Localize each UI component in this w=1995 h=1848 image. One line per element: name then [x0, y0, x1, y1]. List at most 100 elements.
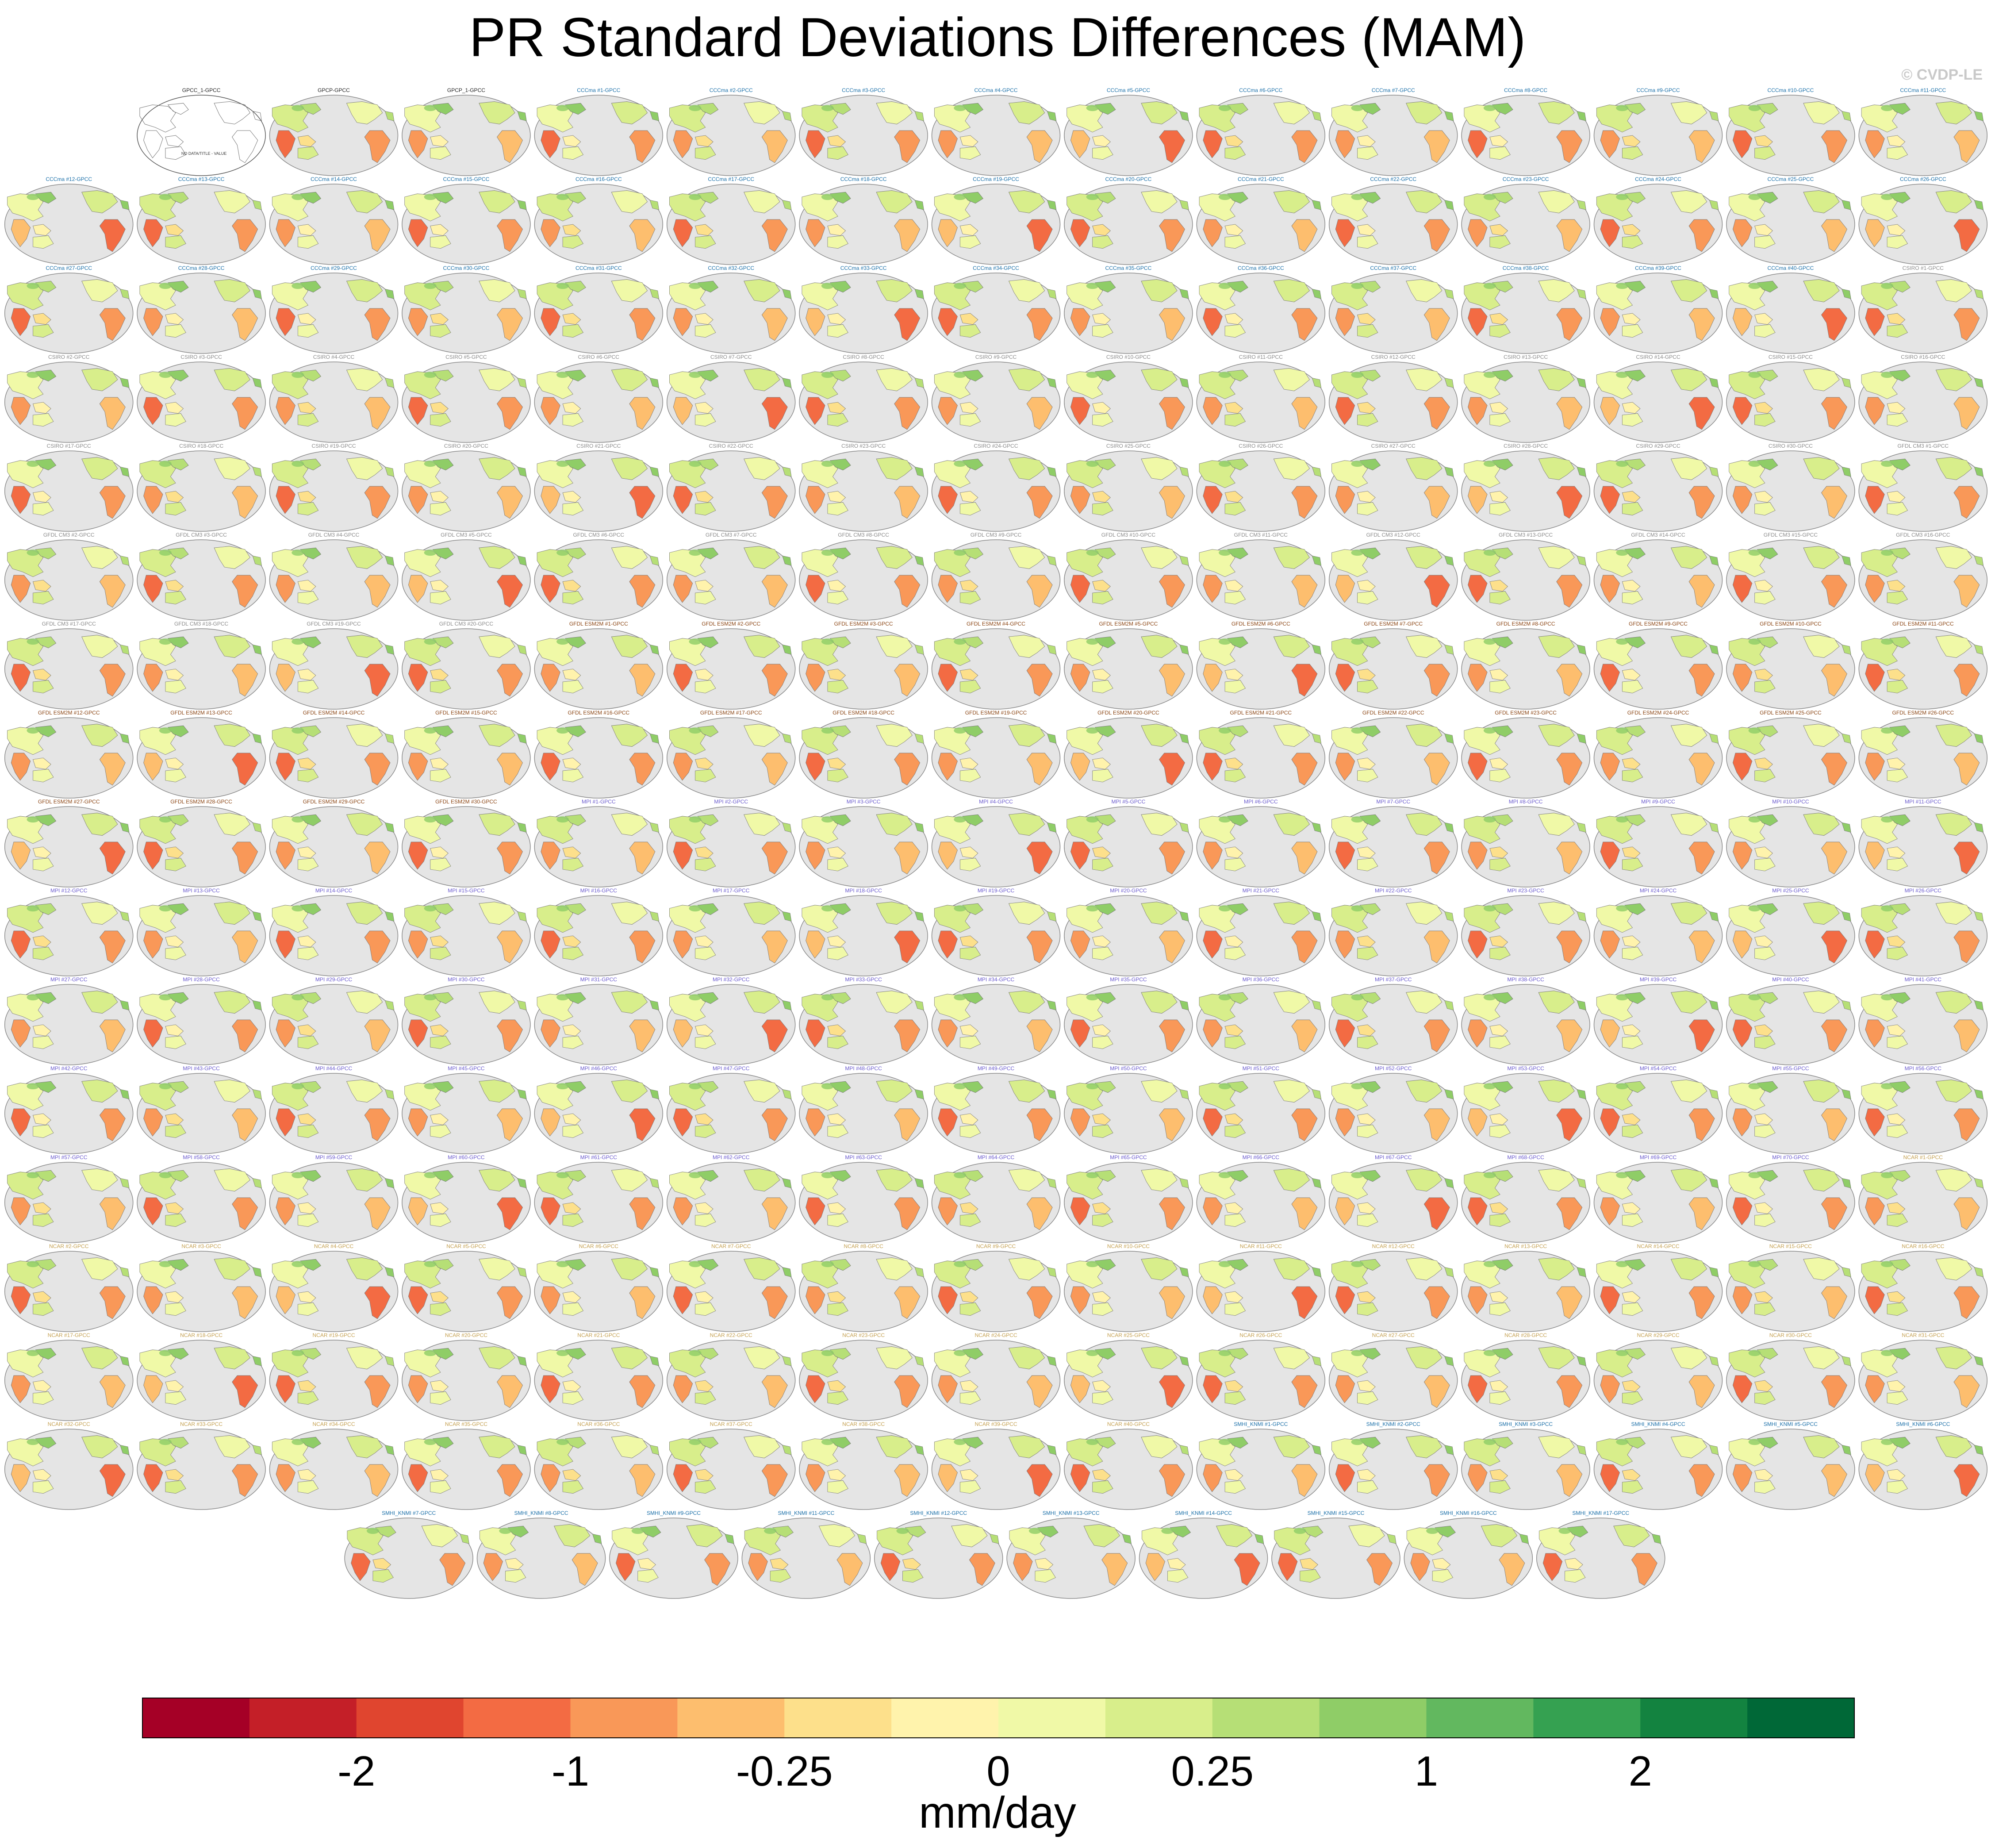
land-patch	[1881, 461, 1894, 467]
land-region	[1357, 580, 1376, 592]
land-region	[99, 1108, 126, 1141]
land-region	[1224, 1125, 1246, 1138]
map-panel: SMHI_KNMI #1-GPCC	[1196, 1421, 1326, 1510]
land-region	[649, 911, 660, 922]
land-region	[346, 724, 383, 747]
map-panel: NCAR #38-GPCC	[799, 1421, 928, 1510]
land-region	[143, 1375, 163, 1403]
land-region	[1444, 111, 1454, 121]
land-region	[1600, 1464, 1620, 1492]
panel-title: MPI #23-GPCC	[1507, 888, 1544, 894]
land-patch	[954, 372, 967, 378]
land-region	[1889, 369, 1911, 382]
land-region	[1953, 130, 1980, 163]
land-region	[1492, 369, 1513, 382]
land-region	[232, 1108, 258, 1141]
land-region	[439, 1553, 466, 1586]
land-region	[99, 1197, 126, 1230]
land-region	[761, 219, 788, 252]
land-patch	[1351, 549, 1364, 556]
land-patch	[292, 727, 304, 734]
map-panel: MPI #27-GPCC	[4, 976, 134, 1065]
land-region	[611, 902, 648, 925]
land-region	[1357, 1125, 1378, 1138]
land-region	[167, 814, 189, 826]
land-region	[562, 669, 581, 680]
land-region	[1754, 413, 1776, 427]
land-region	[1179, 1178, 1189, 1188]
land-region	[232, 1019, 258, 1053]
land-region	[430, 1480, 451, 1494]
land-region	[782, 200, 792, 210]
land-region	[430, 1125, 451, 1138]
panel-title: GFDL CM3 #1-GPCC	[1898, 443, 1949, 449]
panel-title: MPI #63-GPCC	[845, 1154, 882, 1160]
land-region	[1613, 1524, 1650, 1547]
land-region	[761, 1286, 788, 1319]
land-region	[1577, 1000, 1586, 1010]
land-region	[827, 580, 846, 592]
map-panel: GFDL ESM2M #12-GPCC	[4, 710, 134, 799]
land-region	[829, 992, 851, 1004]
land-patch	[954, 461, 967, 467]
land-region	[479, 991, 515, 1014]
land-region	[1291, 1286, 1318, 1319]
land-region	[99, 219, 126, 252]
land-region	[959, 324, 981, 338]
land-region	[430, 757, 449, 769]
map-panel: CCCma #32-GPCC	[666, 265, 796, 354]
land-region	[1757, 636, 1778, 649]
land-patch	[1616, 905, 1629, 912]
land-region	[120, 822, 130, 833]
land-region	[297, 1214, 319, 1227]
land-region	[32, 935, 51, 947]
land-patch	[821, 194, 834, 200]
land-region	[772, 1525, 794, 1538]
map-panel: MPI #58-GPCC	[137, 1154, 266, 1243]
land-region	[1709, 1445, 1719, 1455]
panel-title: NCAR #17-GPCC	[48, 1332, 90, 1338]
land-region	[562, 235, 584, 249]
land-region	[408, 1197, 428, 1226]
land-region	[1026, 841, 1053, 875]
land-region	[384, 822, 395, 833]
panel-title: GFDL ESM2M #13-GPCC	[170, 710, 232, 716]
panel-title: MPI #56-GPCC	[1905, 1065, 1942, 1072]
land-region	[1203, 130, 1223, 158]
land-patch	[821, 1083, 834, 1090]
land-region	[1273, 991, 1310, 1014]
land-region	[1732, 1464, 1753, 1492]
map-panel: NCAR #29-GPCC	[1593, 1332, 1723, 1421]
land-region	[33, 235, 54, 249]
land-region	[1622, 1024, 1641, 1036]
land-patch	[689, 1439, 702, 1445]
land-patch	[1483, 194, 1496, 200]
land-region	[782, 466, 792, 477]
land-region	[1008, 546, 1045, 569]
land-region	[694, 224, 714, 236]
land-region	[408, 930, 428, 959]
land-region	[744, 457, 780, 480]
land-region	[1047, 1000, 1057, 1010]
land-region	[1688, 219, 1715, 252]
land-region	[761, 1464, 788, 1497]
panel-title: CSIRO #23-GPCC	[841, 443, 886, 449]
land-region	[517, 377, 527, 388]
land-region	[1094, 814, 1116, 826]
land-patch	[1219, 372, 1232, 378]
map-panel: CSIRO #3-GPCC	[137, 354, 266, 443]
land-patch	[159, 994, 172, 1001]
land-region	[1889, 992, 1911, 1004]
land-patch	[689, 1083, 702, 1090]
map-panel: MPI #36-GPCC	[1196, 976, 1326, 1065]
land-region	[1444, 200, 1454, 210]
land-region	[1577, 1267, 1586, 1277]
land-region	[1312, 555, 1322, 566]
map-panel: MPI #8-GPCC	[1461, 799, 1590, 888]
land-region	[364, 308, 391, 341]
map-panel: GFDL ESM2M #10-GPCC	[1726, 621, 1855, 710]
land-region	[1622, 135, 1641, 147]
land-region	[827, 1380, 846, 1392]
land-region	[562, 1036, 584, 1049]
land-region	[1889, 1348, 1911, 1360]
